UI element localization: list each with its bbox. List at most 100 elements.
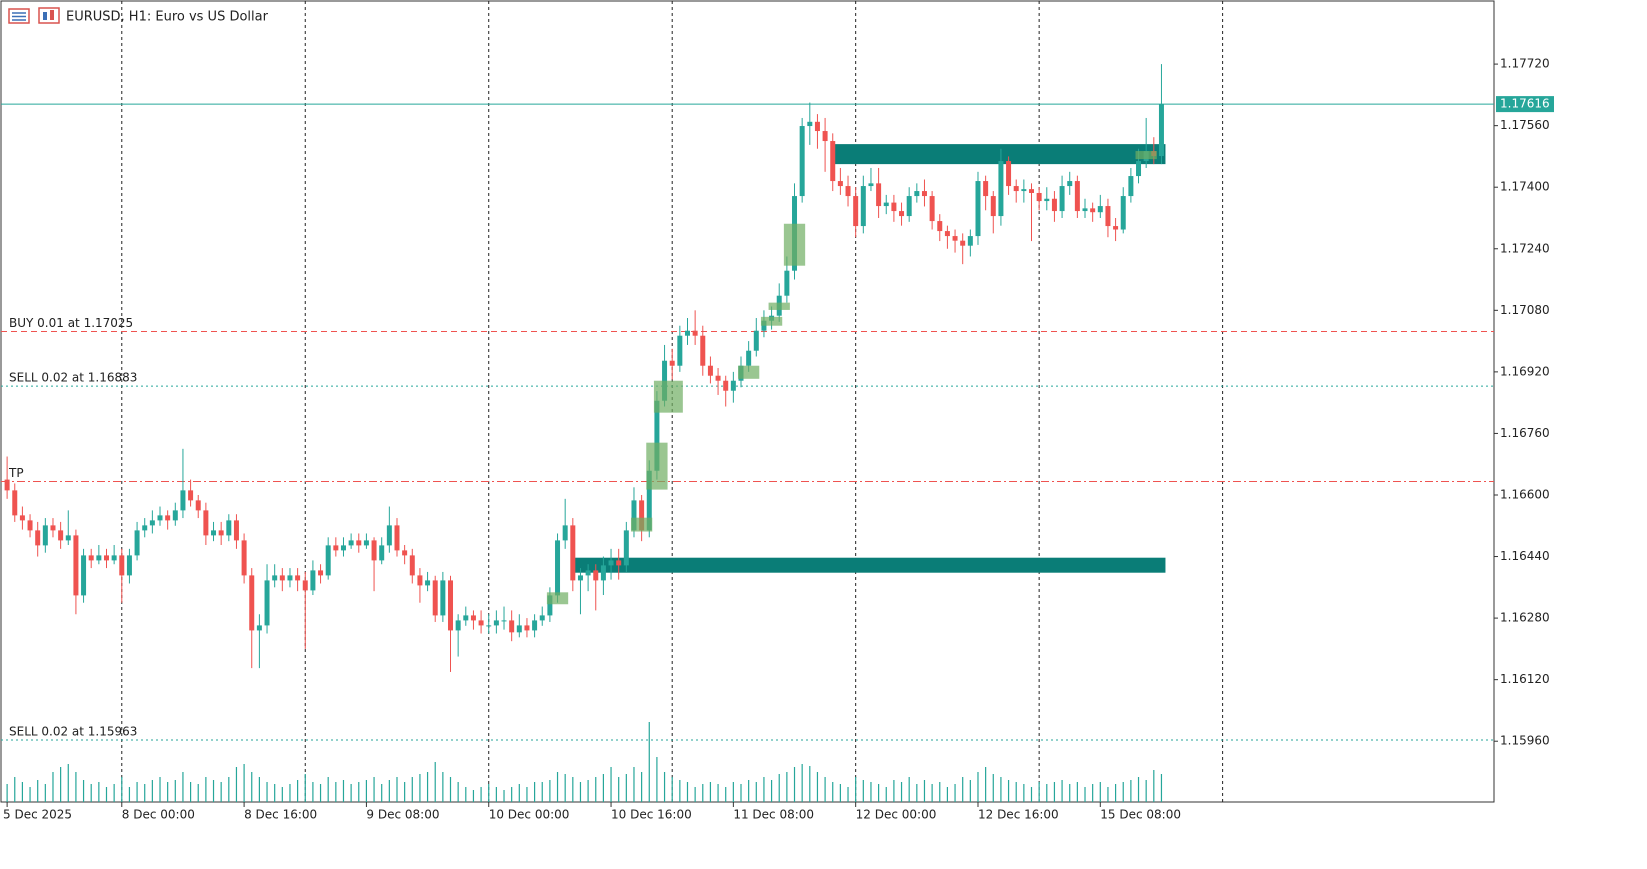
candle-body [493, 620, 499, 626]
icon [38, 7, 60, 24]
candle-body [188, 490, 194, 501]
candle-body [975, 181, 981, 237]
candle-body [264, 580, 270, 626]
candle-body [1021, 189, 1027, 192]
candle-body [891, 202, 897, 212]
x-tick-label: 11 Dec 08:00 [733, 808, 814, 822]
candle-body [256, 625, 262, 631]
candle-body [707, 365, 713, 376]
y-tick-label: 1.16600 [1500, 487, 1550, 501]
candle-body [1044, 198, 1050, 202]
candle-body [142, 525, 148, 531]
candle-body [509, 620, 515, 633]
candle-body [333, 545, 339, 551]
candle-body [463, 615, 469, 621]
candle-body [180, 490, 186, 511]
candle-body [455, 620, 461, 631]
y-tick-label: 1.16280 [1500, 611, 1550, 625]
candle-body [1136, 161, 1142, 177]
candle-body [27, 520, 33, 531]
candle-body [134, 530, 140, 556]
candle-body [960, 240, 966, 246]
x-tick-label: 8 Dec 16:00 [244, 808, 317, 822]
candle-body [295, 575, 301, 581]
candle-body [1067, 181, 1073, 187]
y-tick-label: 1.16760 [1500, 426, 1550, 440]
candle-body [409, 555, 415, 576]
candle-body [1006, 161, 1012, 187]
candle-body [1128, 176, 1134, 197]
candle-body [532, 620, 538, 631]
candle-body [715, 375, 721, 381]
candle-body [1158, 104, 1164, 157]
x-tick-label: 10 Dec 00:00 [489, 808, 570, 822]
order-label: SELL 0.02 at 1.16883 [9, 371, 137, 385]
signal-box [738, 365, 760, 379]
candle-body [830, 141, 836, 182]
candle-body [195, 500, 201, 511]
candle-body [233, 520, 239, 541]
candle-body [50, 525, 56, 531]
candle-body [218, 530, 224, 536]
candle-body [868, 183, 874, 187]
y-tick-label: 1.15960 [1500, 734, 1550, 748]
candle-body [814, 121, 820, 132]
toolbar-icons [8, 7, 60, 24]
candle-body [730, 380, 736, 391]
y-tick-label: 1.17720 [1500, 57, 1550, 71]
candle-body [914, 191, 920, 197]
candle-body [226, 520, 232, 536]
candle-body [4, 479, 10, 491]
candle-body [692, 330, 698, 336]
icon [50, 10, 54, 20]
candle-body [241, 540, 247, 576]
plot-frame [0, 0, 1495, 803]
candle-body [562, 525, 568, 541]
candle-body [65, 535, 71, 541]
candle-body [486, 625, 492, 627]
candle-body [172, 510, 178, 521]
candle-body [211, 530, 217, 536]
candle-body [42, 525, 48, 546]
candle-body [600, 565, 606, 581]
candle-body [799, 126, 805, 197]
candle-body [746, 350, 752, 366]
candle-body [394, 525, 400, 551]
candle-body [1113, 226, 1119, 230]
last-price-label: 1.17616 [1500, 97, 1550, 111]
candle-body [1097, 206, 1103, 213]
candle-body [287, 575, 293, 581]
candle-body [921, 191, 927, 197]
candle-body [944, 231, 950, 237]
candle-body [555, 540, 561, 596]
candle-body [1036, 192, 1042, 202]
y-tick-label: 1.16920 [1500, 364, 1550, 378]
signal-box [768, 302, 790, 310]
candle-body [448, 580, 454, 631]
candle-body [1082, 208, 1088, 212]
candle-body [937, 221, 943, 232]
y-tick-label: 1.17080 [1500, 303, 1550, 317]
candle-body [1105, 206, 1111, 227]
candle-body [906, 196, 912, 217]
signal-box [630, 517, 653, 532]
signal-box [653, 380, 683, 413]
candle-body [860, 186, 866, 227]
order-label: BUY 0.01 at 1.17025 [9, 316, 133, 330]
candle-body [700, 335, 706, 366]
candle-body [111, 555, 117, 561]
candle-body [402, 550, 408, 556]
candle-body [348, 540, 354, 546]
x-tick-label: 9 Dec 08:00 [366, 808, 439, 822]
candle-body [432, 580, 438, 616]
order-label: SELL 0.02 at 1.15963 [9, 725, 137, 739]
candle-body [356, 540, 362, 546]
candle-body [616, 560, 622, 566]
candle-body [96, 555, 102, 561]
candle-body [822, 131, 828, 142]
x-tick-label: 8 Dec 00:00 [122, 808, 195, 822]
candle-body [310, 570, 316, 591]
y-tick-label: 1.17560 [1500, 118, 1550, 132]
candle-body [516, 625, 522, 633]
zone [570, 557, 1166, 573]
